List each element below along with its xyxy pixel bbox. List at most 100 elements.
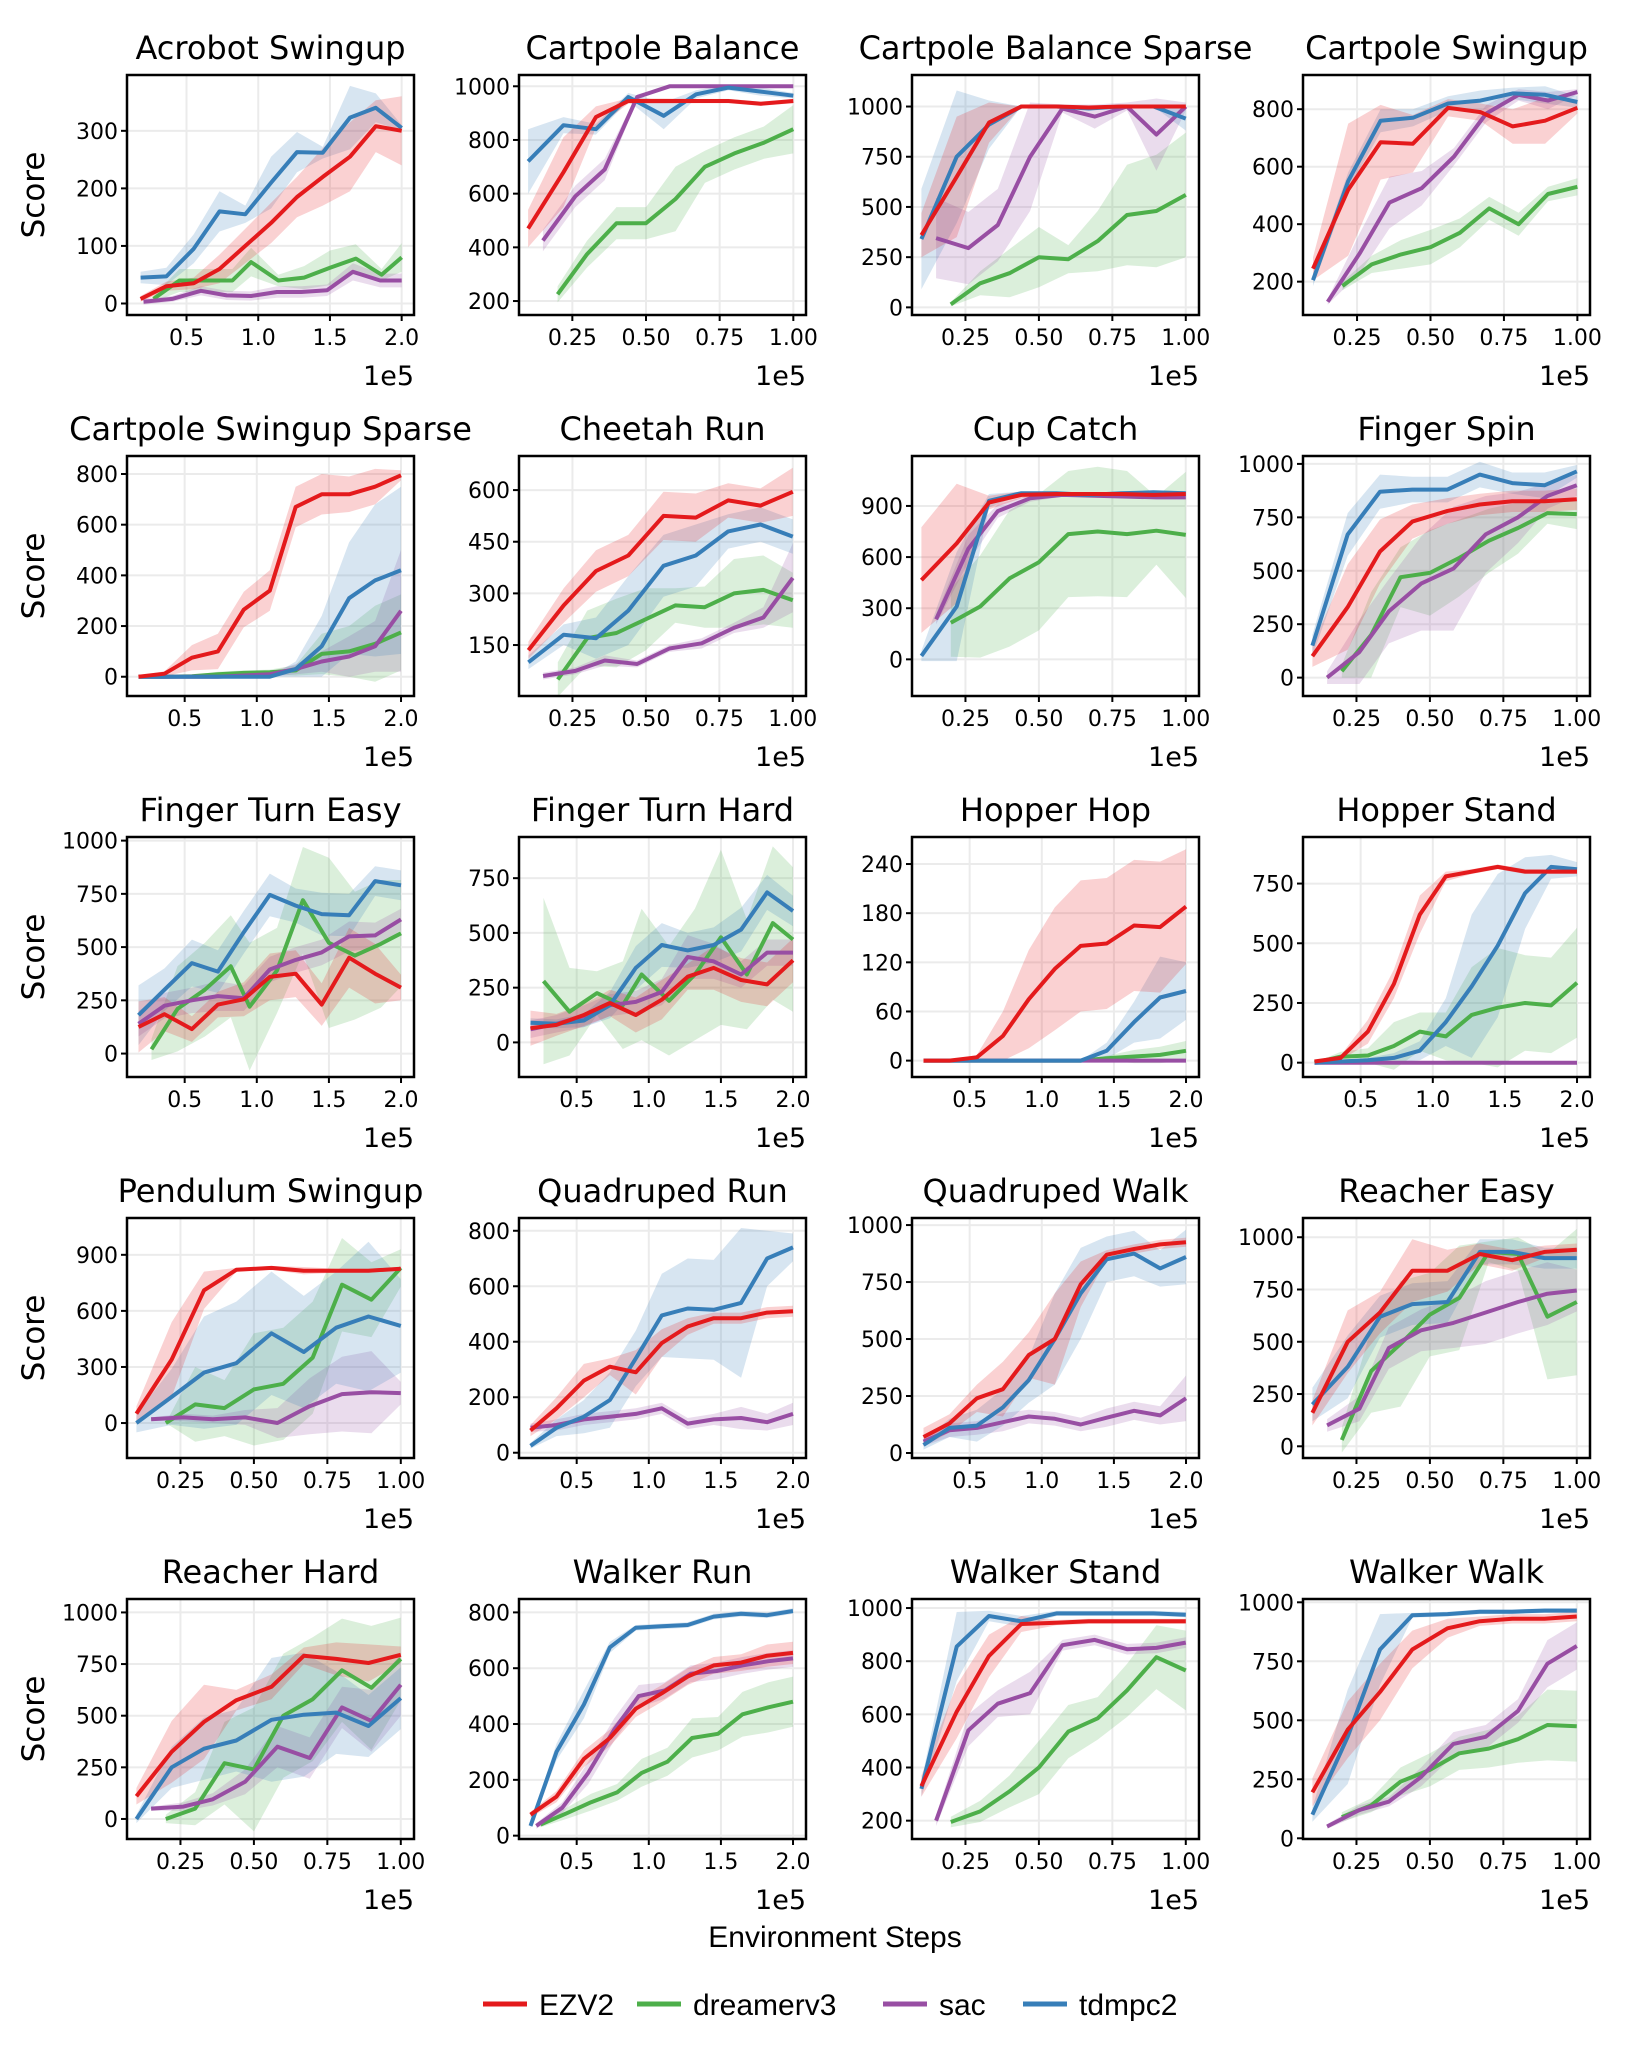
y-tick-label: 200 bbox=[76, 177, 118, 202]
plot-area bbox=[1310, 1608, 1578, 1829]
legend-label: sac bbox=[939, 1989, 986, 2022]
line-EZV2 bbox=[529, 1650, 794, 1817]
line-dreamerv3 bbox=[1341, 1723, 1577, 1819]
x-tick-label: 0.75 bbox=[1479, 707, 1528, 732]
x-tick-label: 0.25 bbox=[1332, 1850, 1381, 1875]
line-tdmpc2 bbox=[1314, 864, 1578, 1065]
x-multiplier: 1e5 bbox=[363, 1504, 414, 1535]
panel-quadruped-run: 0.5 1.0 1.5 2.0 0 200 400 600 800 1e5 Quadruped Ru… bbox=[468, 1172, 811, 1535]
band-tdmpc2 bbox=[921, 490, 1186, 662]
y-tick-label: 600 bbox=[468, 1657, 510, 1682]
line-EZV2 bbox=[1310, 1614, 1577, 1794]
y-tick-label: 150 bbox=[468, 634, 510, 659]
plot-area bbox=[1314, 854, 1579, 1070]
y-tick-label: 0 bbox=[1280, 667, 1294, 692]
y-tick-label: 300 bbox=[76, 1356, 118, 1381]
x-tick-label: 0.50 bbox=[1014, 1850, 1063, 1875]
y-tick-label: 800 bbox=[468, 1220, 510, 1245]
x-tick-label: 0.50 bbox=[1405, 1469, 1454, 1494]
y-tick-label: 200 bbox=[468, 1769, 510, 1794]
x-tick-label: 2.0 bbox=[776, 1850, 811, 1875]
x-tick-label: 0.25 bbox=[1332, 1469, 1381, 1494]
x-multiplier: 1e5 bbox=[1148, 1504, 1199, 1535]
y-tick-label: 750 bbox=[468, 867, 510, 892]
y-axis-label: Score bbox=[16, 1676, 52, 1763]
y-tick-label: 600 bbox=[1252, 156, 1294, 181]
x-tick-label: 1.5 bbox=[1487, 1088, 1522, 1113]
panel-cup-catch: 0.25 0.50 0.75 1.00 0 300 600 900 1e5 Cup Catch bbox=[861, 410, 1210, 773]
axes-frame bbox=[125, 73, 416, 317]
panel-quadruped-walk: 0.5 1.0 1.5 2.0 0 250 500 750 1000 1e5 Quadruped W… bbox=[847, 1172, 1204, 1535]
y-tick-label: 900 bbox=[76, 1244, 118, 1269]
x-tick-label: 0.25 bbox=[548, 707, 597, 732]
x-tick-label: 2.0 bbox=[1169, 1469, 1204, 1494]
x-tick-label: 0.25 bbox=[941, 1850, 990, 1875]
panel-title: Quadruped Walk bbox=[923, 1172, 1189, 1210]
line-EZV2 bbox=[139, 124, 403, 301]
plot-area bbox=[1311, 86, 1579, 305]
band-dreamerv3 bbox=[1314, 927, 1577, 1070]
axes-frame bbox=[1301, 73, 1592, 317]
panel-cartpole-swingup-sparse: 0.5 1.0 1.5 2.0 0 200 400 600 800 1e5 Cartpole Swi… bbox=[69, 410, 472, 773]
x-tick-label: 1.0 bbox=[631, 1469, 666, 1494]
x-tick-label: 1.5 bbox=[703, 1469, 738, 1494]
y-tick-label: 900 bbox=[861, 495, 903, 520]
y-tick-label: 750 bbox=[1252, 873, 1294, 898]
panel-title: Finger Turn Hard bbox=[531, 791, 794, 829]
plot-area bbox=[922, 1229, 1188, 1450]
plot-area bbox=[526, 84, 795, 303]
x-tick-label: 2.0 bbox=[384, 326, 419, 351]
y-tick-label: 200 bbox=[861, 1810, 903, 1835]
y-tick-label: 400 bbox=[861, 1757, 903, 1782]
y-tick-label: 0 bbox=[104, 666, 118, 691]
plot-area bbox=[1310, 461, 1578, 684]
panel-reacher-easy: 0.25 0.50 0.75 1.00 0 250 500 750 1000 1e5 Reacher… bbox=[1238, 1172, 1601, 1535]
x-tick-label: 1.00 bbox=[376, 1469, 425, 1494]
y-tick-label: 750 bbox=[1252, 1278, 1294, 1303]
panel-pendulum-swingup: 0.25 0.50 0.75 1.00 0 300 600 900 1e5 Pendulum Sw… bbox=[76, 1172, 425, 1535]
y-tick-label: 0 bbox=[496, 1442, 510, 1467]
line-EZV2 bbox=[919, 104, 1186, 237]
panel-title: Cheetah Run bbox=[560, 410, 766, 448]
axes-frame bbox=[517, 73, 808, 317]
y-tick-label: 800 bbox=[1252, 98, 1294, 123]
plot-area bbox=[919, 90, 1188, 307]
x-tick-label: 0.25 bbox=[156, 1469, 205, 1494]
line-sac bbox=[541, 84, 794, 242]
x-tick-label: 1.00 bbox=[1161, 707, 1210, 732]
x-axis-label: Environment Steps bbox=[708, 1921, 961, 1954]
line-EZV2 bbox=[919, 1619, 1186, 1787]
panel-title: Cup Catch bbox=[973, 410, 1138, 448]
band-sac bbox=[151, 1351, 401, 1438]
x-tick-label: 0.25 bbox=[548, 326, 597, 351]
x-multiplier: 1e5 bbox=[755, 361, 806, 392]
x-multiplier: 1e5 bbox=[363, 1885, 414, 1916]
band-EZV2 bbox=[530, 1641, 793, 1818]
y-tick-label: 1000 bbox=[847, 96, 903, 121]
y-tick-label: 0 bbox=[104, 1412, 118, 1437]
y-tick-label: 200 bbox=[468, 1386, 510, 1411]
panel-title: Hopper Hop bbox=[960, 791, 1151, 829]
line-sac bbox=[1326, 90, 1578, 303]
x-tick-label: 1.0 bbox=[239, 707, 274, 732]
x-multiplier: 1e5 bbox=[755, 742, 806, 773]
panel-acrobot-swingup: 0.5 1.0 1.5 2.0 0 100 200 300 1e5 Acrobot Swingup bbox=[76, 29, 419, 392]
axes-frame bbox=[910, 73, 1201, 317]
x-tick-label: 0.5 bbox=[167, 707, 202, 732]
x-tick-label: 2.0 bbox=[384, 1088, 419, 1113]
x-tick-label: 0.75 bbox=[1479, 1850, 1528, 1875]
plot-area bbox=[919, 1610, 1187, 1828]
y-axis-label: Score bbox=[16, 533, 52, 620]
line-sac bbox=[1326, 1288, 1578, 1428]
x-tick-label: 0.75 bbox=[695, 707, 744, 732]
line-tdmpc2 bbox=[138, 568, 402, 679]
x-tick-label: 1.00 bbox=[768, 707, 817, 732]
panel-finger-turn-easy: 0.5 1.0 1.5 2.0 0 250 500 750 1000 1e5 Finger Turn… bbox=[62, 791, 419, 1154]
band-dreamerv3 bbox=[151, 847, 401, 1071]
x-tick-label: 0.50 bbox=[229, 1469, 278, 1494]
x-tick-label: 0.50 bbox=[229, 1850, 278, 1875]
y-tick-label: 500 bbox=[1252, 560, 1294, 585]
legend-item-EZV2: EZV2 bbox=[483, 1989, 614, 2022]
plot-area bbox=[923, 849, 1188, 1064]
panel-cheetah-run: 0.25 0.50 0.75 1.00 150 300 450 600 1e5 Cheetah R… bbox=[468, 410, 817, 773]
